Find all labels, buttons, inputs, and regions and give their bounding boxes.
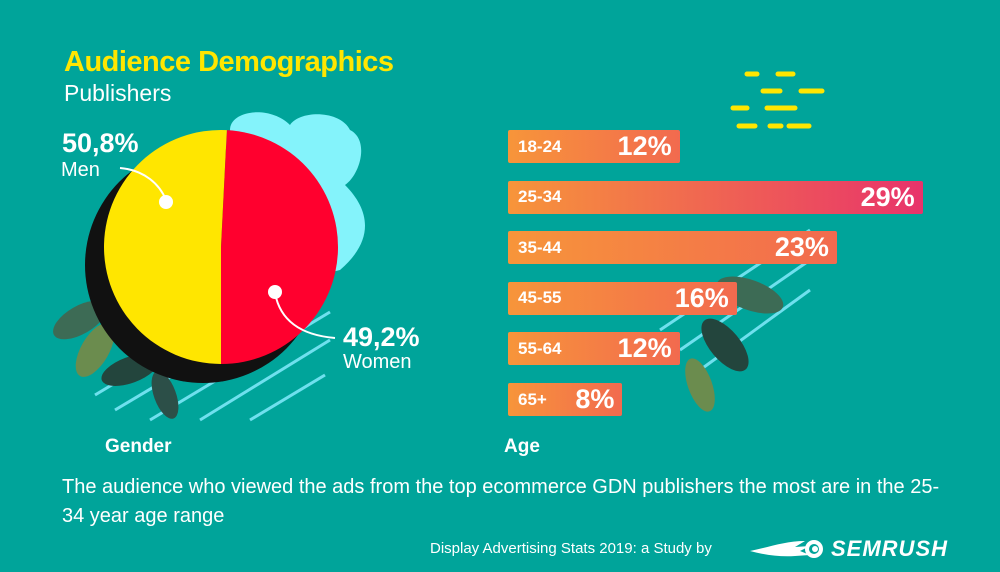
age-bar-category: 55-64 <box>518 338 562 358</box>
age-bar-value: 8% <box>575 384 615 414</box>
women-label: Women <box>343 351 412 373</box>
men-marker <box>159 195 173 209</box>
men-label: Men <box>61 159 100 181</box>
credit-text: Display Advertising Stats 2019: a Study … <box>430 540 712 557</box>
age-bar: 18-24 12% <box>508 130 680 163</box>
women-leader-line <box>274 292 336 339</box>
age-bar-category: 45-55 <box>518 288 562 308</box>
age-bar-value: 23% <box>774 232 829 263</box>
semrush-logo: semrush <box>750 536 948 562</box>
men-percent: 50,8% <box>62 128 139 158</box>
age-bar: 65+ 8% <box>508 383 623 416</box>
pie-slice-men <box>103 129 227 364</box>
page-title: Audience Demographics <box>64 46 394 78</box>
age-bar-value: 12% <box>617 333 672 364</box>
semrush-wordmark: semrush <box>831 536 949 561</box>
pie-slice-women <box>221 130 338 364</box>
gender-pie-chart <box>53 112 365 422</box>
age-bar: 55-64 12% <box>508 332 680 366</box>
age-bar-value: 29% <box>860 181 915 212</box>
women-percent: 49,2% <box>343 322 420 352</box>
age-bar-category: 18-24 <box>518 136 562 156</box>
age-bar: 35-44 23% <box>508 231 837 265</box>
gender-chart-title: Gender <box>105 436 172 457</box>
age-chart-title: Age <box>504 436 540 457</box>
age-bar-value: 12% <box>617 131 672 161</box>
women-marker <box>268 285 282 299</box>
semrush-fireball-icon <box>750 540 823 558</box>
page-subtitle: Publishers <box>64 80 172 106</box>
age-bar-value: 16% <box>674 282 729 313</box>
age-bar-category: 65+ <box>518 389 547 409</box>
age-bar-category: 25-34 <box>518 187 562 207</box>
summary-text: The audience who viewed the ads from the… <box>62 476 940 527</box>
age-bar-category: 35-44 <box>518 237 562 257</box>
dashes-decoration <box>730 71 825 129</box>
age-bar: 25-34 29% <box>508 180 923 214</box>
age-bar: 45-55 16% <box>508 281 737 315</box>
